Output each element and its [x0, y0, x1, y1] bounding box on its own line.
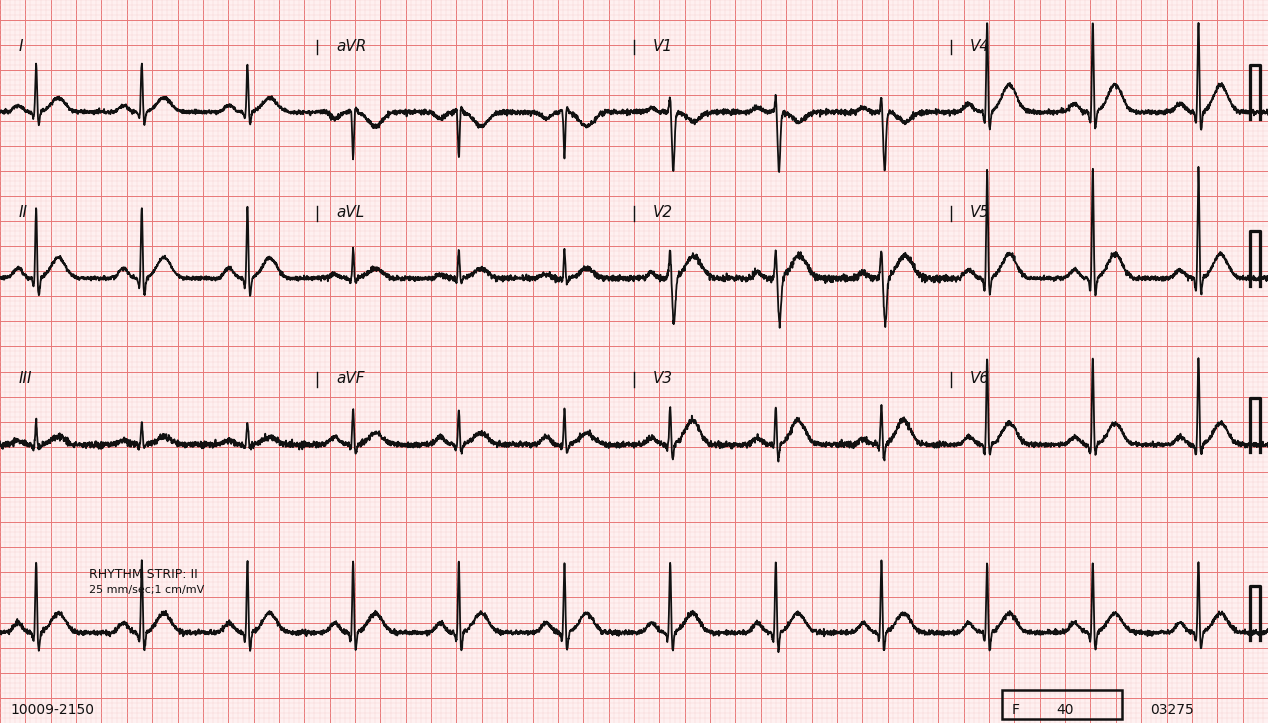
Bar	[1002, 690, 1122, 719]
Text: 40: 40	[1056, 703, 1074, 716]
Text: aVL: aVL	[336, 205, 364, 220]
Text: V5: V5	[970, 205, 990, 220]
Text: III: III	[19, 371, 33, 386]
Text: V1: V1	[653, 38, 673, 54]
Text: 10009-2150: 10009-2150	[10, 703, 94, 716]
Text: V4: V4	[970, 38, 990, 54]
Text: F: F	[1012, 703, 1019, 716]
Text: aVR: aVR	[336, 38, 366, 54]
Text: V3: V3	[653, 371, 673, 386]
Text: V2: V2	[653, 205, 673, 220]
Text: aVF: aVF	[336, 371, 364, 386]
Text: II: II	[19, 205, 28, 220]
Text: 25 mm/sec;1 cm/mV: 25 mm/sec;1 cm/mV	[89, 585, 204, 595]
Text: 03275: 03275	[1150, 703, 1194, 716]
Text: RHYTHM STRIP: II: RHYTHM STRIP: II	[89, 568, 198, 581]
Text: V6: V6	[970, 371, 990, 386]
Text: I: I	[19, 38, 24, 54]
